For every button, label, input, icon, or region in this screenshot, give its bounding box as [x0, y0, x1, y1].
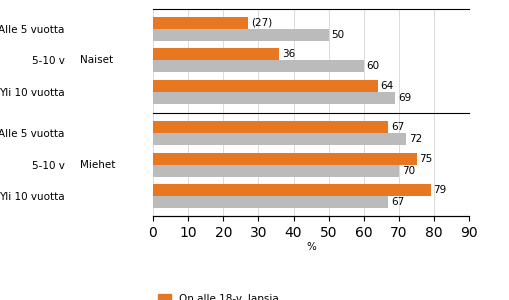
Text: 75: 75 [418, 154, 432, 164]
Text: 69: 69 [398, 93, 411, 103]
Bar [153, 165, 398, 177]
Text: 50: 50 [331, 30, 344, 40]
Text: 79: 79 [433, 185, 446, 195]
Text: 67: 67 [390, 197, 404, 207]
Bar [153, 92, 394, 104]
Text: 70: 70 [401, 166, 414, 176]
X-axis label: %: % [305, 242, 316, 253]
Bar [153, 133, 405, 145]
Bar [153, 184, 430, 196]
Bar [153, 121, 388, 133]
Text: 64: 64 [380, 81, 393, 91]
Bar [153, 29, 328, 41]
Bar [153, 80, 377, 92]
Bar [153, 196, 388, 208]
Bar [153, 48, 279, 60]
Bar [153, 60, 363, 72]
Text: Naiset: Naiset [80, 56, 113, 65]
Text: 60: 60 [366, 61, 379, 71]
Bar [153, 153, 416, 165]
Text: (27): (27) [250, 18, 271, 28]
Text: Miehet: Miehet [80, 160, 116, 170]
Text: 67: 67 [390, 122, 404, 132]
Bar [153, 17, 247, 29]
Legend: On alle 18-v. lapsia, Ei alle 18-v. lapsia: On alle 18-v. lapsia, Ei alle 18-v. laps… [158, 294, 278, 300]
Text: 36: 36 [282, 50, 295, 59]
Text: 72: 72 [408, 134, 421, 144]
